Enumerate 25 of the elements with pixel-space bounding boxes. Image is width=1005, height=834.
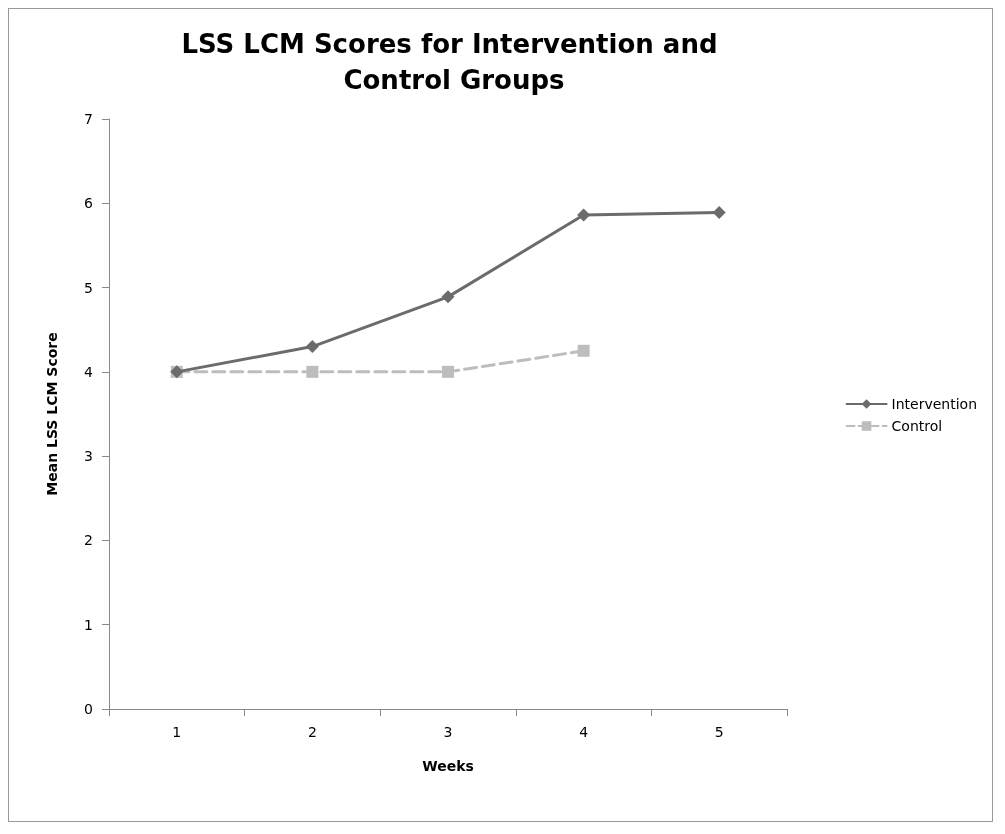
- y-tick-label: 5: [84, 279, 93, 296]
- y-tick-label: 1: [84, 616, 93, 633]
- legend-label: Control: [891, 418, 943, 434]
- x-tick-label: 4: [579, 724, 589, 740]
- y-axis-title: Mean LSS LCM Score: [44, 332, 60, 496]
- y-tick-label: 3: [84, 448, 93, 465]
- point: [577, 208, 591, 222]
- point: [441, 290, 455, 304]
- x-axis-title: Weeks: [422, 758, 474, 774]
- y-tick-label: 0: [84, 701, 93, 717]
- y-tick-label: 4: [84, 363, 94, 380]
- point: [305, 340, 319, 354]
- point: [306, 365, 319, 378]
- x-tick-label: 5: [714, 724, 724, 740]
- point: [712, 206, 726, 220]
- y-tick-label: 2: [84, 532, 93, 549]
- point: [577, 344, 590, 357]
- x-tick-label: 3: [443, 724, 453, 740]
- chart-title: LSS LCM Scores for Intervention and Control Groups: [181, 29, 727, 95]
- y-tick-label: 7: [84, 111, 93, 127]
- legend-label: Intervention: [891, 396, 977, 412]
- x-tick-label: 1: [172, 724, 182, 740]
- y-tick-label: 6: [84, 195, 94, 212]
- x-tick-label: 2: [307, 724, 317, 740]
- point: [442, 365, 454, 378]
